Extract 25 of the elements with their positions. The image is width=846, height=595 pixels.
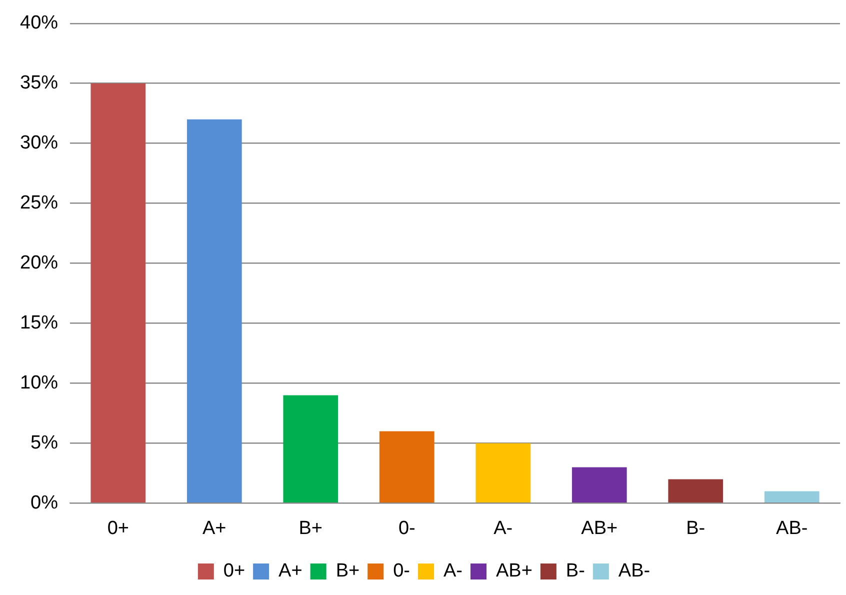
legend-label: B+ <box>336 560 360 582</box>
x-tick-label: B+ <box>298 518 323 539</box>
x-tick-label: AB- <box>776 518 808 539</box>
legend-label: B- <box>566 560 585 582</box>
y-tick-label: 15% <box>20 312 58 334</box>
x-tick-label: 0- <box>398 518 416 539</box>
y-tick-label: 35% <box>20 72 58 94</box>
x-tick-label: A- <box>494 518 513 539</box>
y-tick-label: 40% <box>20 12 58 34</box>
legend-label: 0+ <box>223 560 246 582</box>
y-tick-label: 10% <box>20 372 58 394</box>
x-tick-label: AB+ <box>581 518 618 539</box>
x-tick-label: B- <box>686 518 706 539</box>
legend-label: 0- <box>393 560 410 582</box>
y-tick-label: 30% <box>20 132 58 154</box>
x-tick-label: 0+ <box>107 518 129 539</box>
x-tick-label: A+ <box>202 518 226 539</box>
y-tick-label: 25% <box>20 192 58 214</box>
y-tick-label: 5% <box>30 432 58 454</box>
y-tick-label: 0% <box>30 492 58 514</box>
legend-label: AB- <box>618 560 650 582</box>
legend-label: AB+ <box>496 560 532 582</box>
legend-label: A+ <box>278 560 302 582</box>
y-tick-label: 20% <box>20 252 58 274</box>
legend-label: A- <box>443 560 462 582</box>
